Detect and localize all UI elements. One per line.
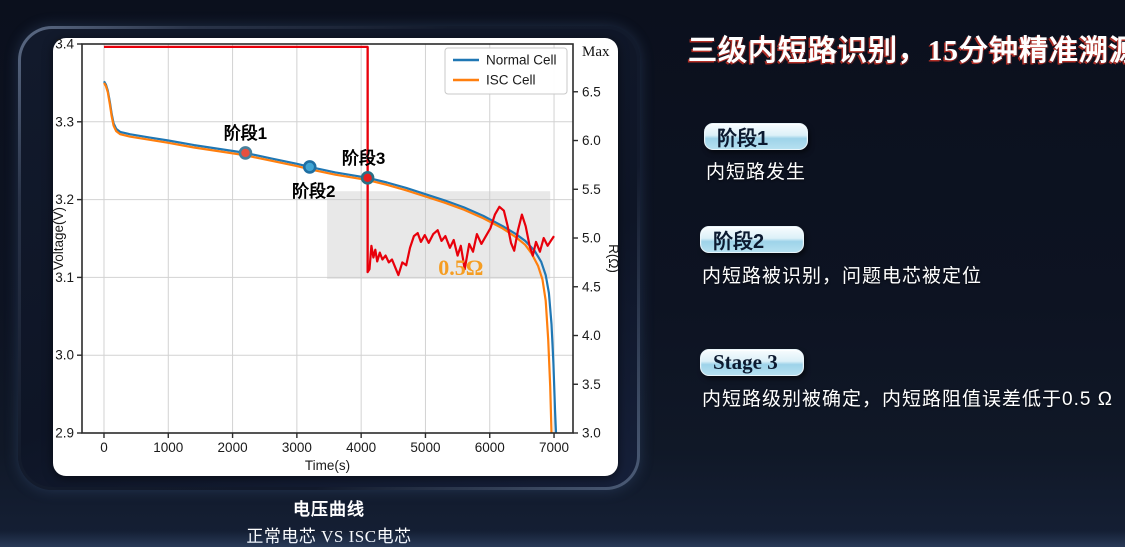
stage-1-description: 内短路发生 — [706, 162, 807, 183]
stage-2-badge: 阶段2 — [700, 226, 804, 253]
x-tick: 2000 — [218, 440, 248, 455]
y-left-tick: 3.4 — [55, 38, 74, 52]
y-right-tick: 4.5 — [582, 279, 601, 294]
y-right-tick: 6.0 — [582, 133, 601, 148]
stage-marker-3 — [360, 171, 375, 185]
stage-1-badge: 阶段1 — [704, 123, 808, 150]
y-right-tick: 3.5 — [582, 377, 601, 392]
stage-marker-label-2: 阶段2 — [292, 181, 335, 201]
voltage-resistance-chart: 阶段1 阶段2 阶段3 0.5Ω 2.9 3.0 3.1 3.2 3.3 3.4 3.0 3.5 4.0… — [53, 38, 618, 473]
x-tick: 6000 — [475, 440, 505, 455]
chart-caption-title: 电压曲线 — [293, 500, 365, 519]
stage-marker-1 — [238, 146, 253, 160]
series-isc-resistance-estimate — [104, 45, 555, 277]
x-axis-title: Time(s) — [305, 458, 350, 473]
x-tick: 0 — [100, 440, 108, 455]
y-right-axis-title: R(Ω) — [606, 244, 618, 273]
y-right-tick: 5.0 — [582, 231, 601, 246]
stage-2-description: 内短路被识别，问题电芯被定位 — [702, 266, 983, 287]
legend-label-2: ISC Cell — [486, 73, 536, 88]
chart-card: 阶段1 阶段2 阶段3 0.5Ω 2.9 3.0 3.1 3.2 3.3 3.4 3.0 3.5 4.0… — [53, 38, 618, 476]
stage-3-description: 内短路级别被确定，内短路阻值误差低于0.5 Ω — [702, 389, 1113, 410]
y-left-tick: 3.2 — [55, 192, 74, 207]
legend-label-1: Normal Cell — [486, 53, 557, 68]
y-left-tick: 2.9 — [55, 426, 74, 441]
stage-marker-2 — [302, 160, 317, 174]
x-tick: 7000 — [539, 440, 569, 455]
x-tick: 1000 — [153, 440, 183, 455]
y-left-tick: 3.3 — [55, 114, 74, 129]
y-left-tick: 3.1 — [55, 270, 74, 285]
series-isc-cell — [103, 82, 553, 434]
stage-3-badge: Stage 3 — [700, 349, 804, 376]
stage-marker-label-1: 阶段1 — [224, 123, 267, 143]
x-tick: 3000 — [282, 440, 312, 455]
x-tick: 4000 — [346, 440, 376, 455]
max-label: Max — [582, 44, 610, 60]
stage-marker-label-3: 阶段3 — [342, 148, 385, 168]
y-left-tick: 3.0 — [55, 348, 74, 363]
resistance-error-label: 0.5Ω — [438, 255, 483, 280]
chart-caption-subtitle: 正常电芯 VS ISC电芯 — [18, 522, 640, 547]
x-tick: 5000 — [410, 440, 440, 455]
y-right-tick: 5.5 — [582, 182, 601, 197]
page-title: 三级内短路识别，15分钟精准溯源 — [688, 35, 1125, 67]
y-right-tick: 4.0 — [582, 328, 601, 343]
y-right-tick: 3.0 — [582, 426, 601, 441]
y-right-tick: 6.5 — [582, 84, 601, 99]
chart-caption: 电压曲线 正常电芯 VS ISC电芯 — [18, 495, 640, 547]
bottom-glow-decoration — [0, 531, 1125, 547]
y-left-axis-title: Voltage(V) — [53, 207, 66, 270]
